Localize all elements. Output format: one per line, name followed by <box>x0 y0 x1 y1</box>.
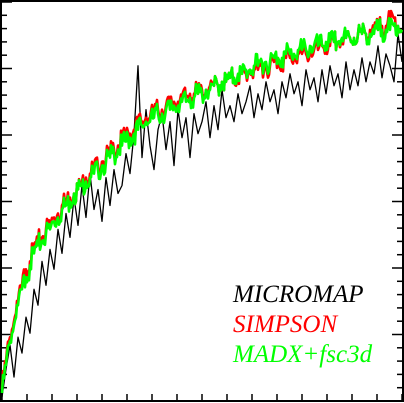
series-line-madx-fsc3d <box>0 16 404 394</box>
legend-label-simpson: SIMPSON <box>233 311 338 338</box>
legend: MICROMAP SIMPSON MADX+fsc3d <box>232 281 373 368</box>
series-line-micromap <box>1 33 403 398</box>
legend-label-micromap: MICROMAP <box>232 281 364 308</box>
series-lines <box>0 9 404 398</box>
series-line-simpson <box>0 9 404 390</box>
legend-label-madx-fsc3d: MADX+fsc3d <box>232 341 373 368</box>
